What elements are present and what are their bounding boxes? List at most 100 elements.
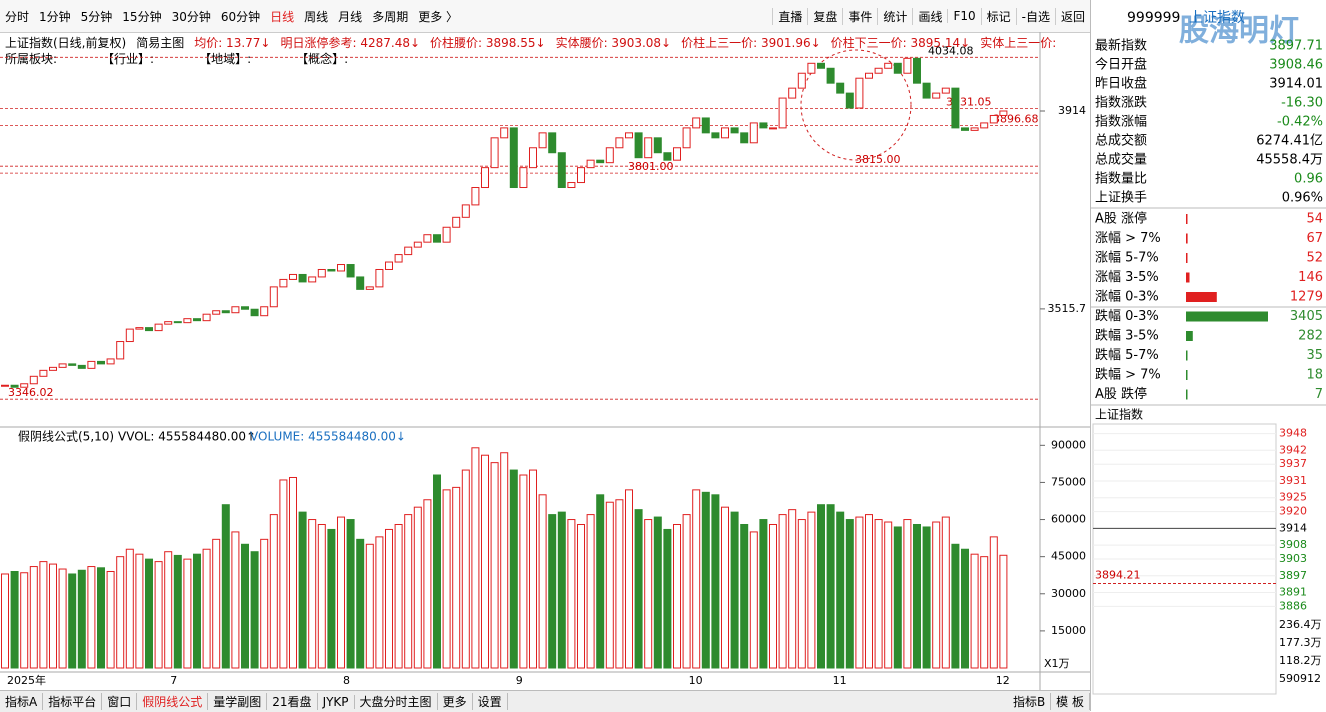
row-value: 0.96	[1294, 172, 1323, 187]
period-tab[interactable]: 30分钟	[171, 9, 211, 24]
breadth-bar	[1186, 292, 1217, 302]
candle	[423, 234, 432, 243]
volume-bar	[836, 511, 845, 669]
bottom-tab[interactable]: 设置	[473, 693, 508, 710]
breadth-bar	[1186, 253, 1188, 263]
y-tick-label: 45000	[1051, 550, 1086, 563]
candle	[913, 57, 921, 84]
period-tab[interactable]: 更多 〉	[418, 9, 459, 24]
candle	[845, 92, 854, 109]
candle	[903, 57, 912, 74]
breadth-label: 跌幅 0-3%	[1095, 308, 1159, 324]
volume-bar	[567, 519, 576, 669]
bottom-tab[interactable]: 模 板	[1051, 693, 1090, 710]
bottom-tab[interactable]: 假阴线公式	[137, 693, 209, 710]
period-tab[interactable]: 月线	[338, 9, 363, 24]
volume-bar	[394, 523, 403, 669]
volume-bar	[1, 573, 9, 669]
volume-bar	[970, 553, 979, 669]
bottom-tab[interactable]: 指标A	[0, 693, 44, 710]
period-tab[interactable]: 5分钟	[80, 9, 113, 24]
breadth-label: 涨幅 5-7%	[1095, 251, 1159, 266]
y-tick-label: 3925	[1279, 491, 1307, 504]
candle	[788, 87, 797, 99]
period-tab[interactable]: 周线	[304, 9, 329, 24]
candle	[644, 137, 653, 159]
y-tick-label: 75000	[1051, 475, 1086, 488]
volume-bar	[759, 519, 768, 669]
action-button[interactable]: 画线	[912, 7, 947, 25]
bottom-tab[interactable]: 大盘分时主图	[355, 693, 438, 710]
breadth-bar	[1186, 272, 1190, 283]
candle	[836, 82, 845, 94]
action-button[interactable]: F10	[947, 9, 980, 23]
volume-bar	[260, 538, 269, 669]
candle	[346, 264, 355, 278]
row-value: 3908.46	[1269, 58, 1323, 73]
candle	[260, 306, 269, 317]
bottom-tab[interactable]: 窗口	[102, 693, 138, 710]
action-button[interactable]: 统计	[877, 7, 912, 25]
candle	[298, 273, 307, 283]
y-tick-label: 3891	[1279, 585, 1307, 598]
x-tick-label: 2025年	[7, 673, 46, 687]
volume-bar	[615, 499, 624, 669]
volume-bar	[154, 561, 163, 669]
candle	[490, 137, 499, 169]
y-tick-label: 3931	[1279, 474, 1307, 487]
volume-bar	[423, 499, 432, 669]
period-tab[interactable]: 日线	[270, 9, 295, 24]
period-tab[interactable]: 15分钟	[122, 9, 162, 24]
candle	[202, 313, 211, 322]
candle	[932, 92, 941, 99]
volume-bar	[740, 523, 749, 669]
row-value: 45558.4万	[1256, 153, 1323, 168]
period-tab[interactable]: 1分钟	[39, 9, 71, 24]
volume-bar	[461, 469, 470, 669]
action-button[interactable]: -自选	[1015, 7, 1055, 25]
bottom-tab[interactable]: 指标B	[1008, 693, 1052, 710]
candle	[529, 147, 537, 169]
x-tick-label: 10	[689, 674, 703, 687]
breadth-bar	[1186, 350, 1188, 361]
candle	[77, 364, 86, 369]
action-button[interactable]: 事件	[842, 7, 877, 25]
candle	[145, 327, 153, 332]
candle	[481, 167, 489, 189]
volume-bar	[692, 489, 701, 669]
candle	[922, 82, 931, 99]
action-button[interactable]: 标记	[980, 7, 1016, 25]
period-tab[interactable]: 多周期	[372, 9, 409, 24]
action-button[interactable]: 直播	[772, 7, 807, 25]
breadth-label: A股 涨停	[1095, 211, 1147, 227]
volume-bar	[39, 561, 48, 669]
candle	[39, 369, 48, 377]
volume-bar	[289, 476, 297, 669]
bottom-tab[interactable]: JYKP	[318, 694, 355, 709]
candle	[970, 127, 979, 131]
bottom-tab[interactable]: 21看盘	[267, 693, 318, 710]
volume-bar	[826, 504, 835, 669]
period-tab[interactable]: 分时	[5, 9, 30, 24]
y-tick-label: 3948	[1279, 427, 1307, 440]
volume-bar	[269, 514, 278, 669]
volume-bar	[519, 474, 528, 669]
volume-bar	[145, 558, 153, 669]
bottom-tab[interactable]: 量学副图	[208, 693, 268, 710]
y-tick-label: 3908	[1279, 538, 1307, 551]
bottom-tab[interactable]: 指标平台	[43, 693, 103, 710]
action-button[interactable]: 返回	[1054, 7, 1090, 25]
breadth-label: 涨幅 > 7%	[1095, 231, 1161, 246]
candle	[941, 87, 950, 94]
period-tab[interactable]: 60分钟	[220, 9, 261, 24]
volume-bar	[164, 551, 173, 669]
bottom-tab[interactable]: 更多	[438, 693, 473, 710]
candle	[250, 308, 259, 317]
volume-bar	[375, 536, 384, 669]
chart-title: 上证指数(日线,前复权)	[5, 35, 127, 50]
action-button[interactable]: 复盘	[807, 7, 842, 25]
candle	[653, 137, 662, 154]
breadth-value: 67	[1306, 231, 1323, 246]
candle	[49, 366, 57, 371]
